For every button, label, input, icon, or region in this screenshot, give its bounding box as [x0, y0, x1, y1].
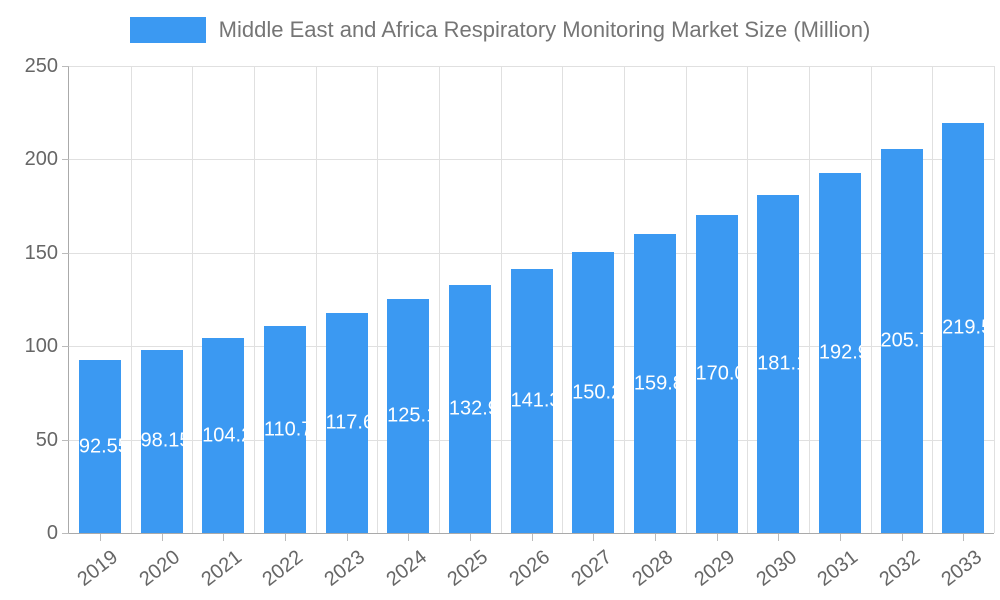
gridline-vertical — [315, 66, 317, 533]
bar-2029[interactable]: 170.05 — [695, 215, 738, 533]
gridline-vertical — [192, 66, 194, 533]
x-axis-tick — [346, 534, 348, 541]
bar-value-label: 205.77 — [880, 329, 923, 352]
x-axis-tick-label: 2027 — [567, 546, 616, 591]
bar-2020[interactable]: 98.15 — [140, 349, 183, 533]
bar-value-label: 181.13 — [757, 352, 799, 375]
x-axis-tick-label: 2031 — [813, 546, 863, 591]
x-axis-tick-label: 2022 — [258, 546, 308, 591]
y-axis-tick-label: 100 — [24, 335, 58, 358]
bar-2021[interactable]: 104.21 — [202, 338, 245, 533]
x-axis-tick-label: 2020 — [135, 546, 185, 591]
x-axis-tick — [408, 534, 410, 541]
bar-value-label: 132.95 — [448, 397, 491, 420]
y-axis-tick — [62, 439, 69, 441]
bar-2024[interactable]: 125.17 — [387, 299, 430, 533]
bar-value-label: 104.21 — [202, 424, 244, 447]
bar-2023[interactable]: 117.68 — [325, 313, 368, 533]
y-axis-tick-label: 50 — [35, 428, 58, 451]
bar-value-label: 192.98 — [818, 341, 861, 364]
x-axis-tick — [99, 534, 101, 541]
bar-2028[interactable]: 159.88 — [633, 234, 676, 533]
x-axis-tick-label: 2024 — [382, 546, 431, 591]
gridline-vertical — [254, 66, 255, 533]
x-axis-tick — [839, 534, 841, 541]
x-axis-tick-label: 2028 — [628, 546, 678, 591]
x-axis-tick-label: 2019 — [73, 546, 123, 591]
bar-2030[interactable]: 181.13 — [757, 194, 800, 533]
y-axis-tick — [62, 533, 69, 534]
bar-value-label: 170.05 — [695, 362, 738, 385]
gridline-vertical — [377, 66, 379, 533]
x-axis-tick-label: 2023 — [320, 546, 370, 591]
bar-2022[interactable]: 110.73 — [263, 326, 306, 533]
bar-value-label: 219.54 — [942, 316, 984, 339]
gridline-horizontal — [69, 252, 994, 254]
x-axis-tick-label: 2030 — [752, 546, 801, 591]
y-axis-tick — [62, 346, 69, 348]
x-axis-tick — [716, 534, 718, 541]
x-axis-tick — [223, 534, 225, 541]
x-axis-tick — [654, 534, 656, 541]
gridline-vertical — [809, 66, 810, 533]
bar-2026[interactable]: 141.34 — [510, 268, 553, 533]
x-axis-tick-label: 2029 — [690, 546, 740, 591]
x-axis-tick-label: 2033 — [937, 546, 986, 591]
x-axis-tick-label: 2026 — [505, 546, 555, 591]
x-axis-tick — [901, 534, 903, 541]
x-axis-tick — [161, 534, 163, 541]
x-axis-tick-label: 2032 — [875, 546, 925, 591]
bar-2033[interactable]: 219.54 — [942, 122, 985, 533]
chart-legend[interactable]: Middle East and Africa Respiratory Monit… — [0, 17, 1000, 43]
y-axis-tick — [62, 66, 69, 67]
gridline-vertical — [439, 66, 440, 533]
bar-value-label: 98.15 — [140, 429, 183, 452]
y-axis-tick-label: 250 — [24, 55, 58, 77]
x-axis-tick — [963, 534, 965, 541]
bar-2025[interactable]: 132.95 — [448, 284, 491, 533]
gridline-vertical — [870, 66, 872, 533]
x-axis-tick — [593, 534, 595, 541]
x-axis-tick — [284, 534, 286, 541]
x-axis-tick-label: 2021 — [197, 546, 246, 591]
gridline-horizontal — [69, 66, 994, 67]
legend-swatch-icon — [129, 17, 206, 43]
bar-value-label: 125.17 — [387, 404, 429, 427]
gridline-vertical — [562, 66, 564, 533]
y-axis-tick — [62, 252, 69, 254]
gridline-vertical — [747, 66, 749, 533]
plot-area: 92.55 98.15 104.21 110.73 117.68 125.17 132.95… — [62, 66, 995, 541]
bar-2019[interactable]: 92.55 — [78, 360, 121, 533]
x-axis-tick-label: 2025 — [443, 546, 493, 591]
gridline-vertical — [624, 66, 625, 533]
y-axis-tick-label: 200 — [24, 148, 58, 171]
bar-value-label: 150.25 — [572, 381, 614, 404]
gridline-vertical — [685, 66, 687, 533]
gridline-vertical — [932, 66, 934, 533]
x-axis-tick — [778, 534, 780, 541]
bar-value-label: 92.55 — [78, 435, 121, 458]
y-axis-tick — [62, 159, 69, 161]
x-axis-labels: 2019 2020 2021 2022 2023 2024 2025 2026 2027 2028… — [68, 534, 993, 600]
x-axis-tick — [531, 534, 533, 541]
bar-value-label: 141.34 — [510, 389, 553, 412]
bar-value-label: 117.68 — [325, 411, 368, 434]
gridline-vertical — [994, 66, 995, 533]
x-axis-tick — [469, 534, 471, 541]
gridline-vertical — [130, 66, 132, 533]
gridline-vertical — [500, 66, 502, 533]
bar-value-label: 110.73 — [263, 418, 306, 441]
bar-2031[interactable]: 192.98 — [818, 172, 861, 533]
y-axis-tick-label: 0 — [46, 522, 58, 544]
gridline-horizontal — [69, 159, 994, 161]
bar-2032[interactable]: 205.77 — [880, 148, 923, 533]
bar-value-label: 159.88 — [633, 372, 676, 395]
y-axis-tick-label: 150 — [24, 241, 58, 264]
legend-series-label: Middle East and Africa Respiratory Monit… — [218, 17, 871, 42]
bar-2027[interactable]: 150.25 — [572, 252, 615, 533]
